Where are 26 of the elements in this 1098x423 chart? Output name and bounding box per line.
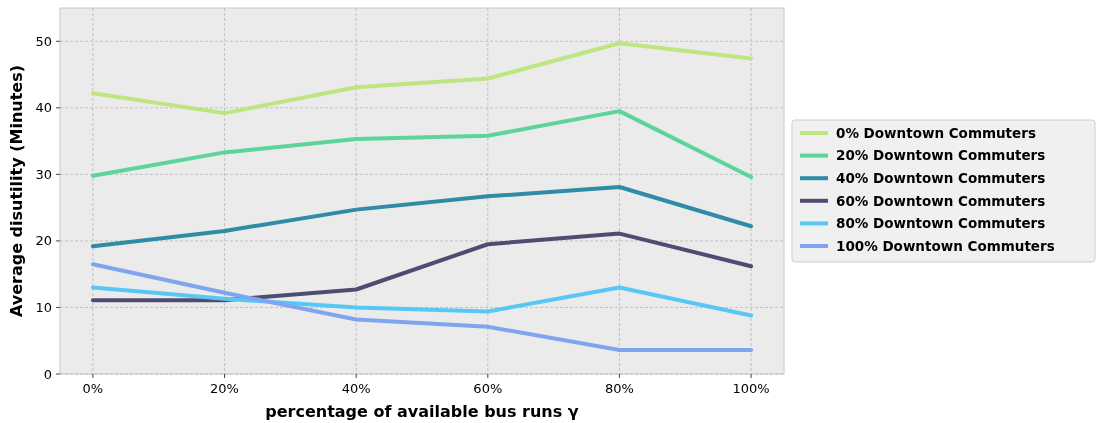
legend-label: 40% Downtown Commuters bbox=[836, 169, 1046, 186]
line-series bbox=[90, 262, 754, 353]
x-tick-label: 0% bbox=[82, 381, 104, 396]
x-tick-label: 20% bbox=[210, 381, 239, 396]
x-tick-label: 100% bbox=[732, 381, 770, 396]
legend-label: 80% Downtown Commuters bbox=[836, 215, 1046, 232]
line-series bbox=[90, 231, 754, 303]
y-tick-label: 30 bbox=[35, 166, 52, 182]
line-series bbox=[90, 109, 754, 180]
y-tick-label: 10 bbox=[35, 300, 52, 315]
x-tick-label: 60% bbox=[473, 381, 503, 396]
y-tick-label: 20 bbox=[35, 233, 52, 249]
legend-label: 0% Downtown Commuters bbox=[836, 124, 1036, 141]
y-axis-title: Average disutility (Minutes) bbox=[7, 64, 26, 318]
y-tick-label: 0 bbox=[43, 366, 52, 382]
y-tick-label: 50 bbox=[35, 33, 52, 49]
legend-label: 20% Downtown Commuters bbox=[836, 147, 1046, 164]
line-series bbox=[90, 185, 754, 249]
x-tick-label: 80% bbox=[605, 381, 634, 396]
legend-label: 100% Downtown Commuters bbox=[836, 237, 1055, 254]
x-axis-title: percentage of available bus runs γ bbox=[265, 402, 579, 421]
legend-label: 60% Downtown Commuters bbox=[836, 192, 1046, 209]
y-tick-label: 40 bbox=[35, 100, 52, 116]
x-tick-label: 40% bbox=[341, 381, 371, 396]
line-series bbox=[90, 285, 754, 318]
line-series bbox=[90, 41, 754, 116]
